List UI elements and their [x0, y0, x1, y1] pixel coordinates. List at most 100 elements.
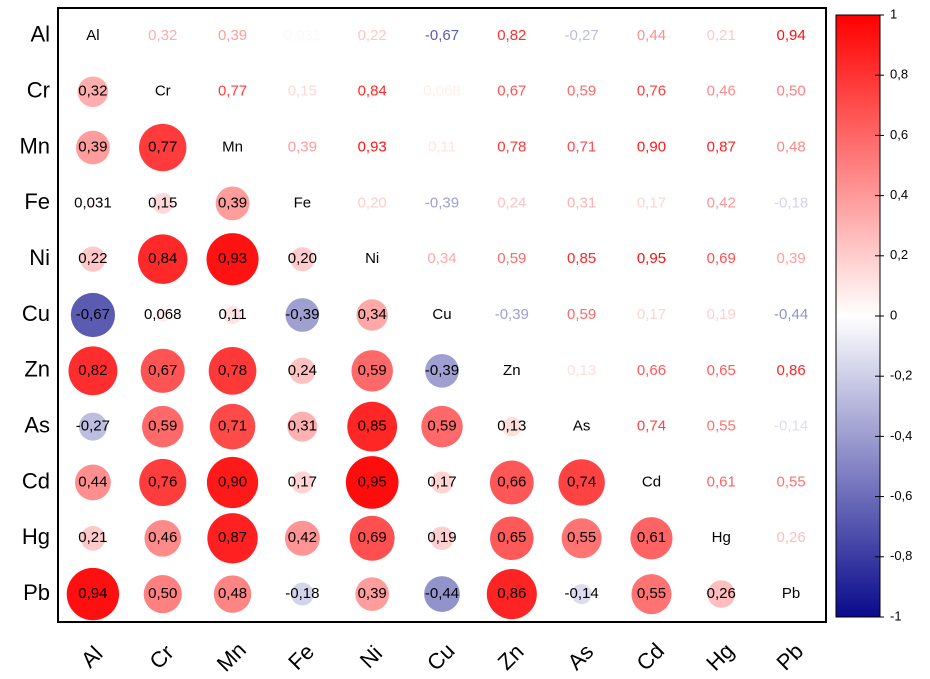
cell-value: 0,22 — [78, 250, 107, 267]
colorbar-tick-label: -0,8 — [890, 548, 912, 563]
cell-value: 0,71 — [567, 139, 596, 156]
cell-value: 0,22 — [358, 27, 387, 44]
cell-value: -0,18 — [774, 194, 808, 211]
cell-value: 0,34 — [358, 306, 387, 323]
cell-value: 0,95 — [358, 473, 387, 490]
correlation-circle — [630, 517, 673, 560]
column-label: Zn — [493, 639, 529, 675]
correlation-circle — [80, 246, 106, 272]
cell-value: 0,50 — [776, 83, 805, 100]
correlation-circle — [139, 123, 187, 172]
cell-value: 0,87 — [707, 139, 736, 156]
cell-value: -0,27 — [565, 27, 599, 44]
correlation-circle — [289, 357, 316, 385]
cell-value: 0,32 — [148, 27, 177, 44]
correlation-circle — [558, 459, 605, 506]
cell-value: 0,15 — [288, 83, 317, 100]
cell-value: 0,42 — [707, 194, 736, 211]
colorbar — [835, 14, 881, 618]
correlation-circle — [223, 306, 242, 324]
cell-value: -0,14 — [565, 585, 599, 602]
correlation-circle — [143, 574, 182, 614]
diagonal-label: Hg — [712, 529, 731, 546]
column-label: Fe — [283, 639, 319, 675]
colorbar-tick-label: -0,4 — [890, 428, 912, 443]
correlation-circle — [215, 186, 250, 221]
cell-value: -0,27 — [76, 418, 110, 435]
cell-value: -0,39 — [425, 194, 459, 211]
correlation-circle — [290, 582, 314, 606]
correlation-circle — [347, 401, 398, 452]
correlation-circle — [88, 198, 98, 209]
column-label: Cu — [422, 638, 460, 676]
colorbar-tick-label: 1 — [890, 6, 897, 21]
cell-value: 0,86 — [776, 362, 805, 379]
cell-value: 0,20 — [288, 250, 317, 267]
cell-value: 0,42 — [288, 529, 317, 546]
cell-value: 0,61 — [707, 473, 736, 490]
cell-value: 0,85 — [358, 418, 387, 435]
correlation-circle — [140, 348, 185, 393]
cell-value: 0,74 — [637, 418, 666, 435]
cell-value: 0,77 — [148, 139, 177, 156]
cell-value: -0,44 — [425, 585, 459, 602]
cell-value: 0,13 — [567, 362, 596, 379]
correlation-circle — [287, 411, 318, 442]
cell-value: 0,85 — [567, 250, 596, 267]
cell-value: 0,74 — [567, 473, 596, 490]
cell-value: 0,068 — [144, 306, 182, 323]
correlation-circle — [207, 513, 258, 564]
cell-value: -0,39 — [495, 306, 529, 323]
cell-value: 0,21 — [78, 529, 107, 546]
cell-value: 0,59 — [427, 418, 456, 435]
correlation-circle — [137, 234, 188, 284]
column-label: Ni — [355, 641, 387, 673]
diagonal-label: As — [573, 418, 591, 435]
cell-value: 0,21 — [707, 27, 736, 44]
cell-value: 0,66 — [637, 362, 666, 379]
row-label: Al — [30, 22, 50, 47]
cell-value: 0,93 — [358, 139, 387, 156]
cell-value: 0,55 — [776, 473, 805, 490]
cell-value: 0,90 — [637, 139, 666, 156]
cell-value: 0,65 — [497, 529, 526, 546]
cell-value: 0,39 — [776, 250, 805, 267]
diagonal-label: Ni — [365, 250, 379, 267]
correlation-circle — [486, 569, 537, 620]
correlation-circle — [430, 526, 454, 551]
correlation-circle — [490, 516, 534, 561]
cell-value: 0,59 — [497, 250, 526, 267]
cell-value: 0,15 — [148, 194, 177, 211]
row-label: Hg — [22, 524, 50, 549]
cell-value: 0,95 — [637, 250, 666, 267]
cell-value: 0,84 — [148, 250, 177, 267]
row-label: Cr — [27, 78, 50, 103]
cell-value: 0,24 — [288, 362, 317, 379]
cell-value: -0,39 — [425, 362, 459, 379]
correlation-circle — [70, 292, 116, 338]
colorbar-tick-label: 0,4 — [890, 187, 908, 202]
correlation-circle — [349, 515, 395, 561]
cell-value: 0,17 — [637, 194, 666, 211]
correlation-circle — [78, 412, 107, 441]
correlation-circle — [285, 298, 320, 332]
cell-value: -0,67 — [76, 306, 110, 323]
correlation-circle — [424, 576, 460, 613]
cell-value: 0,78 — [218, 362, 247, 379]
diagonal-label: Zn — [503, 362, 521, 379]
cell-value: 0,59 — [567, 306, 596, 323]
cell-value: 0,031 — [284, 27, 322, 44]
cell-value: 0,17 — [427, 473, 456, 490]
correlation-circle — [141, 405, 184, 448]
cell-value: 0,39 — [358, 585, 387, 602]
cell-value: 0,31 — [288, 418, 317, 435]
cell-value: -0,44 — [774, 306, 808, 323]
row-label: Mn — [19, 133, 50, 158]
cell-value: 0,86 — [497, 585, 526, 602]
cell-value: 0,78 — [497, 139, 526, 156]
correlation-circle — [489, 460, 534, 505]
cell-value: 0,84 — [358, 83, 387, 100]
diagonal-label: Mn — [222, 139, 243, 156]
cell-value: 0,76 — [148, 473, 177, 490]
